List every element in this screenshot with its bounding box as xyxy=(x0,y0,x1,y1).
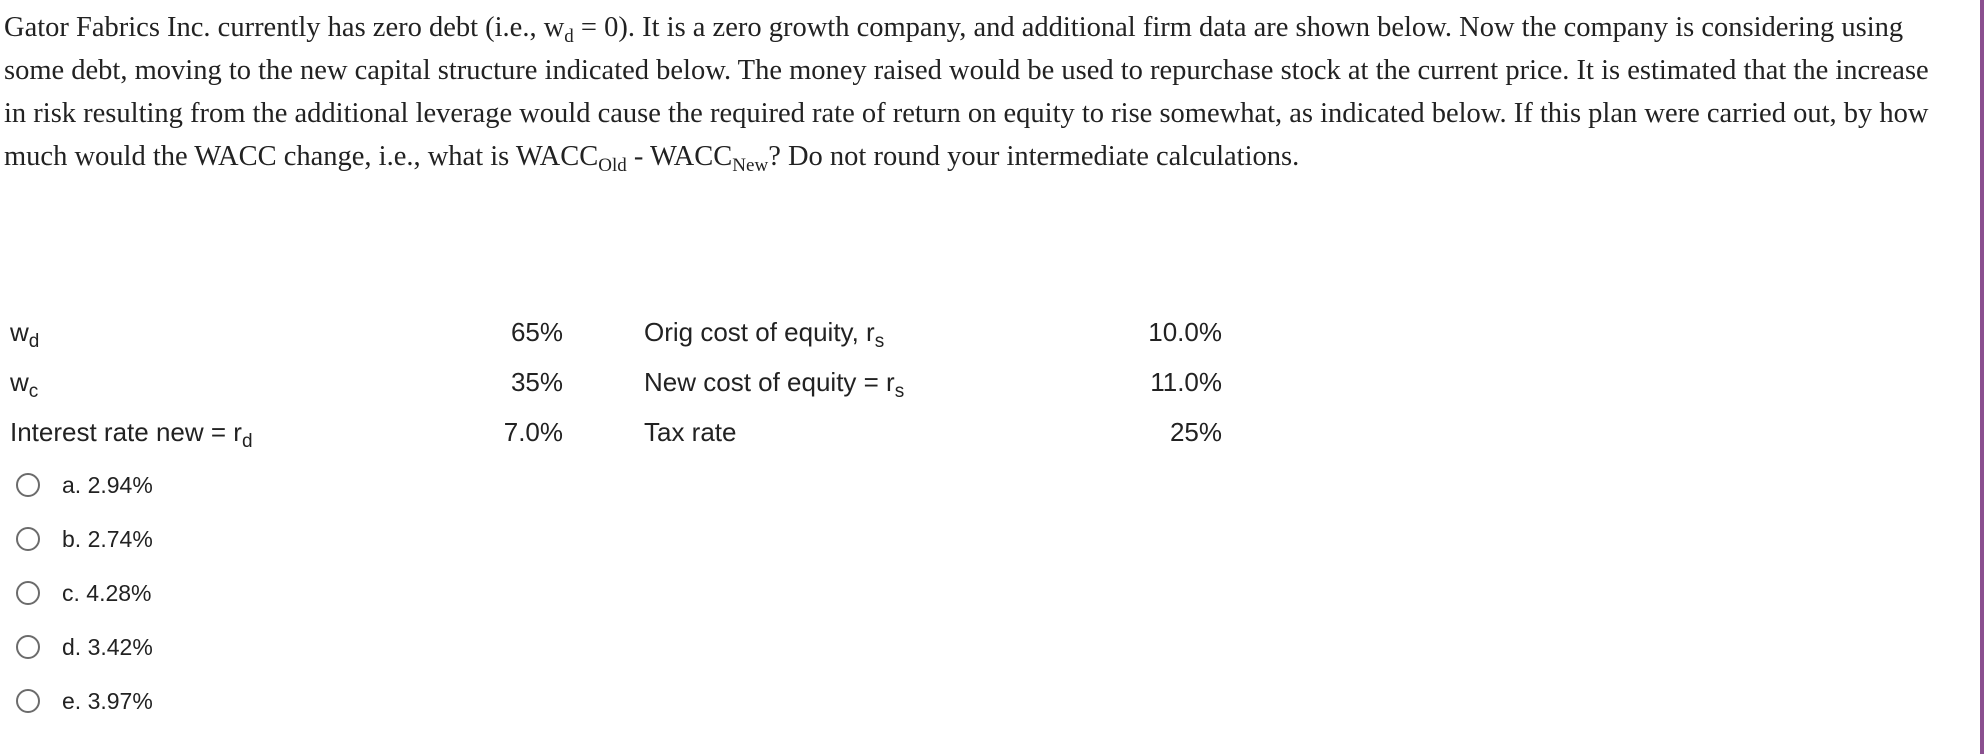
answer-option-b[interactable]: b. 2.74% xyxy=(16,520,153,574)
radio-button-icon[interactable] xyxy=(16,689,40,713)
row-label-wc: wc xyxy=(10,367,39,402)
row-value-tax-rate: 25% xyxy=(1169,417,1222,447)
row-label-interest-rate: Interest rate new = rd xyxy=(10,417,253,452)
right-border-rule xyxy=(1980,0,1984,754)
row-value-wd: 65% xyxy=(510,317,563,347)
row-label-orig-cost-equity: Orig cost of equity, rs xyxy=(644,317,885,352)
question-part-4: ? Do not round your intermediate calcula… xyxy=(768,141,1300,172)
radio-button-icon[interactable] xyxy=(16,635,40,659)
answer-option-a[interactable]: a. 2.94% xyxy=(16,466,153,520)
row-label-wd: wd xyxy=(10,317,40,352)
radio-button-icon[interactable] xyxy=(16,527,40,551)
row-label-tax-rate: Tax rate xyxy=(644,417,737,447)
option-label[interactable]: c. 4.28% xyxy=(62,580,152,606)
radio-button-icon[interactable] xyxy=(16,581,40,605)
answer-option-c[interactable]: c. 4.28% xyxy=(16,574,153,628)
question-subscript-old: Old xyxy=(598,155,627,176)
question-subscript-new: New xyxy=(732,155,769,176)
row-label-new-cost-equity: New cost of equity = rs xyxy=(644,367,905,402)
answer-option-e[interactable]: e. 3.97% xyxy=(16,682,153,736)
answer-options: a. 2.94% b. 2.74% c. 4.28% d. 3.42% e. 3… xyxy=(16,466,153,736)
question-text: Gator Fabrics Inc. currently has zero de… xyxy=(4,6,1954,178)
option-label[interactable]: e. 3.97% xyxy=(62,688,153,714)
row-value-wc: 35% xyxy=(510,367,563,397)
table-row: Interest rate new = rd 7.0% Tax rate 25% xyxy=(10,412,1230,462)
row-value-interest-rate: 7.0% xyxy=(503,417,563,447)
option-label[interactable]: d. 3.42% xyxy=(62,634,153,660)
table-row: wd 65% Orig cost of equity, rs 10.0% xyxy=(10,312,1230,362)
option-label[interactable]: b. 2.74% xyxy=(62,526,153,552)
answer-option-d[interactable]: d. 3.42% xyxy=(16,628,153,682)
radio-button-icon[interactable] xyxy=(16,473,40,497)
question-part-1: Gator Fabrics Inc. currently has zero de… xyxy=(4,12,565,43)
question-part-3: - WACC xyxy=(626,141,733,172)
table-row: wc 35% New cost of equity = rs 11.0% xyxy=(10,362,1230,412)
option-label[interactable]: a. 2.94% xyxy=(62,472,153,498)
question-part-2: = 0). It is a zero growth company, and a… xyxy=(4,12,1929,172)
question-subscript-d: d xyxy=(564,26,574,47)
firm-data-table: wd 65% Orig cost of equity, rs 10.0% wc … xyxy=(10,312,1230,462)
row-value-orig-cost-equity: 10.0% xyxy=(1148,317,1222,347)
row-value-new-cost-equity: 11.0% xyxy=(1150,367,1222,397)
